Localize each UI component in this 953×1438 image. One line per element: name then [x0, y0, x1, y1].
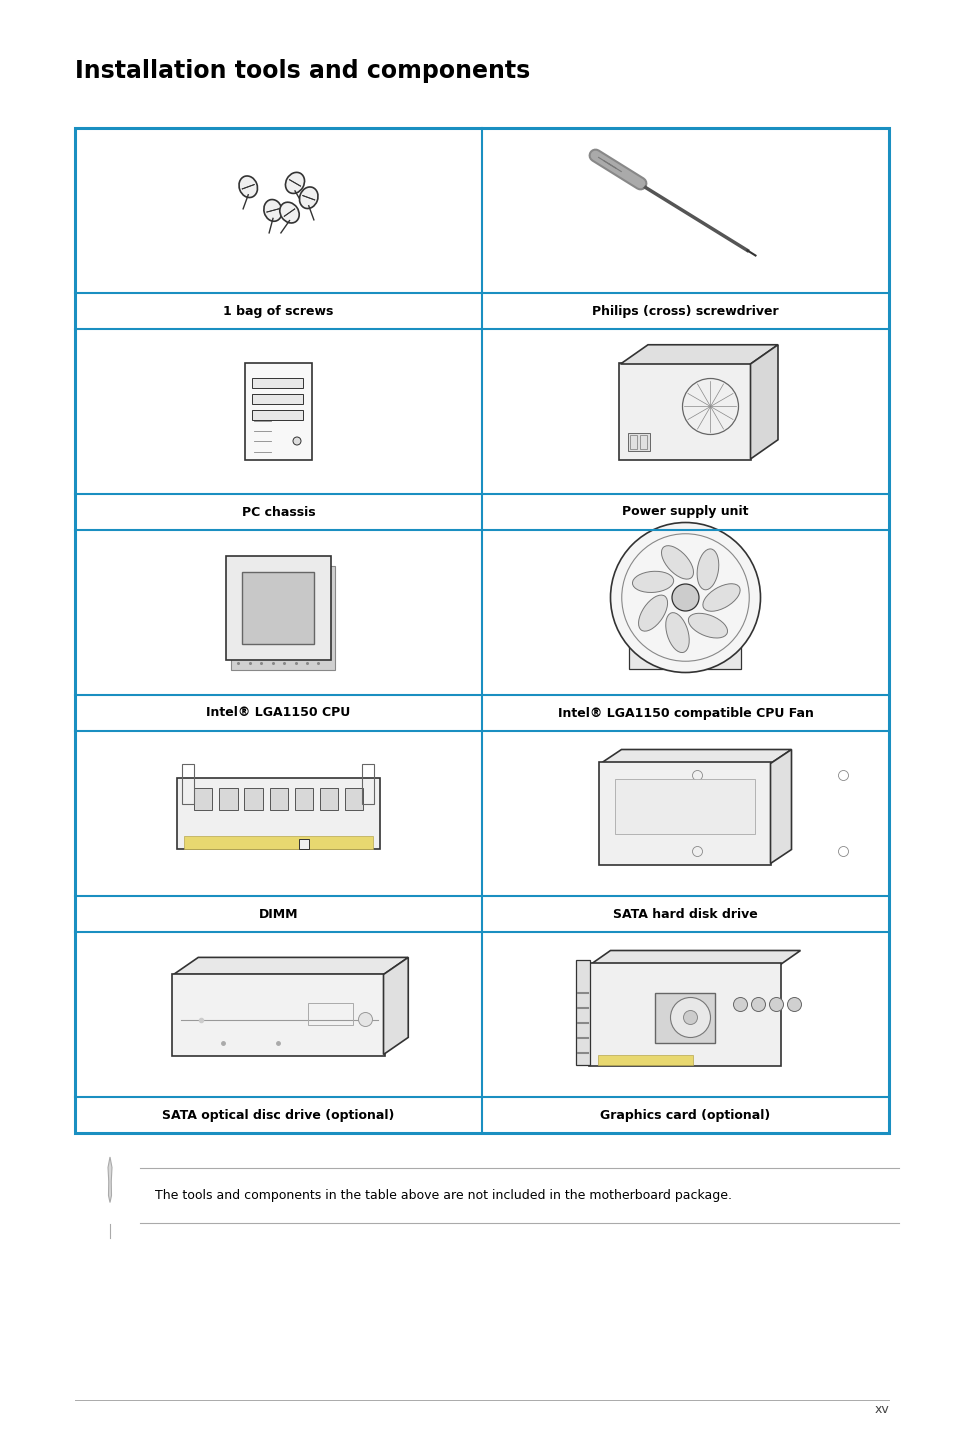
- Bar: [182, 764, 194, 804]
- Ellipse shape: [688, 613, 727, 638]
- Polygon shape: [619, 345, 778, 364]
- Text: Power supply unit: Power supply unit: [621, 506, 748, 519]
- Circle shape: [671, 584, 699, 611]
- Text: The tools and components in the table above are not included in the motherboard : The tools and components in the table ab…: [154, 1189, 731, 1202]
- Circle shape: [610, 522, 760, 673]
- Bar: [362, 764, 375, 804]
- Bar: [294, 788, 313, 810]
- Bar: [269, 788, 287, 810]
- Bar: [252, 410, 303, 420]
- Polygon shape: [590, 951, 800, 965]
- Circle shape: [769, 998, 782, 1011]
- Polygon shape: [599, 749, 791, 764]
- Bar: [628, 433, 650, 452]
- Text: SATA optical disc drive (optional): SATA optical disc drive (optional): [162, 1109, 395, 1122]
- Text: xv: xv: [873, 1403, 888, 1416]
- FancyBboxPatch shape: [618, 362, 751, 460]
- Bar: [194, 788, 213, 810]
- FancyBboxPatch shape: [172, 974, 384, 1055]
- Bar: [244, 788, 262, 810]
- Ellipse shape: [665, 613, 688, 653]
- Ellipse shape: [702, 584, 740, 611]
- Ellipse shape: [264, 200, 282, 221]
- Ellipse shape: [638, 595, 667, 631]
- Circle shape: [358, 1012, 372, 1027]
- Ellipse shape: [632, 571, 673, 592]
- Ellipse shape: [279, 203, 299, 223]
- FancyBboxPatch shape: [232, 565, 335, 670]
- Ellipse shape: [299, 187, 317, 209]
- Text: Graphics card (optional): Graphics card (optional): [599, 1109, 770, 1122]
- Circle shape: [682, 1011, 697, 1024]
- FancyBboxPatch shape: [598, 762, 771, 864]
- Bar: [630, 436, 637, 449]
- FancyBboxPatch shape: [245, 362, 312, 460]
- Circle shape: [786, 998, 801, 1011]
- FancyBboxPatch shape: [177, 778, 379, 850]
- Text: DIMM: DIMM: [258, 907, 298, 920]
- Circle shape: [751, 998, 764, 1011]
- Text: Installation tools and components: Installation tools and components: [75, 59, 530, 83]
- Text: Philips (cross) screwdriver: Philips (cross) screwdriver: [592, 305, 778, 318]
- Bar: [184, 835, 372, 848]
- Bar: [252, 394, 303, 404]
- Bar: [298, 838, 308, 848]
- Bar: [252, 378, 303, 387]
- Polygon shape: [770, 749, 791, 863]
- Bar: [308, 1002, 354, 1024]
- Text: Intel® LGA1150 CPU: Intel® LGA1150 CPU: [206, 706, 351, 719]
- Text: 1 bag of screws: 1 bag of screws: [223, 305, 334, 318]
- Bar: [319, 788, 337, 810]
- Bar: [639, 436, 647, 449]
- Ellipse shape: [660, 545, 693, 580]
- Bar: [576, 959, 590, 1064]
- Bar: [219, 788, 237, 810]
- Bar: [344, 788, 362, 810]
- Polygon shape: [173, 958, 408, 975]
- Text: PC chassis: PC chassis: [241, 506, 315, 519]
- FancyBboxPatch shape: [242, 571, 314, 643]
- Polygon shape: [750, 345, 778, 459]
- Polygon shape: [108, 1158, 112, 1202]
- Circle shape: [733, 998, 747, 1011]
- Ellipse shape: [239, 175, 257, 197]
- Bar: [615, 778, 755, 834]
- Text: Intel® LGA1150 compatible CPU Fan: Intel® LGA1150 compatible CPU Fan: [557, 706, 813, 719]
- Ellipse shape: [697, 549, 718, 590]
- Ellipse shape: [285, 173, 304, 194]
- FancyBboxPatch shape: [226, 555, 330, 660]
- Polygon shape: [383, 958, 408, 1054]
- FancyBboxPatch shape: [629, 627, 740, 669]
- Text: SATA hard disk drive: SATA hard disk drive: [613, 907, 757, 920]
- Circle shape: [293, 437, 301, 444]
- Bar: [598, 1054, 693, 1064]
- Circle shape: [670, 998, 710, 1037]
- FancyBboxPatch shape: [589, 963, 781, 1066]
- Bar: [655, 992, 715, 1043]
